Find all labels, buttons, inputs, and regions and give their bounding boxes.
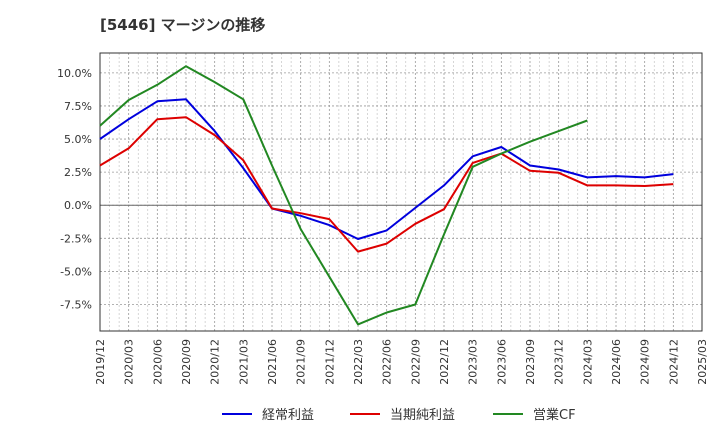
y-tick-label: 5.0% [64,133,92,146]
plot-area [100,53,702,331]
legend-label-3: 営業CF [533,407,576,423]
x-tick-label: 2024/06 [610,339,623,385]
x-tick-label: 2020/03 [123,339,136,385]
series-line-1 [99,98,674,240]
y-tick-label: -2.5% [60,232,92,245]
plot-border [99,52,703,332]
x-tick-label: 2025/03 [696,339,709,385]
legend-label-2: 当期純利益 [390,408,455,423]
x-tick-label: 2021/09 [295,339,308,385]
x-tick-label: 2022/06 [381,339,394,385]
x-tick-label: 2019/12 [94,339,107,385]
x-tick-label: 2022/09 [409,339,422,385]
x-tick-label: 2021/12 [323,339,336,385]
x-tick-label: 2024/12 [667,339,680,385]
series-line-2 [99,116,674,253]
legend-label-1: 経常利益 [262,408,314,423]
x-tick-label: 2020/06 [151,339,164,385]
y-tick-label: 7.5% [64,100,92,113]
x-tick-label: 2020/09 [180,339,193,385]
x-tick-label: 2024/09 [639,339,652,385]
x-tick-label: 2022/12 [438,339,451,385]
x-tick-label: 2023/03 [467,339,480,385]
chart-title: [5446] マージンの推移 [100,16,266,34]
x-tick-label: 2024/03 [581,339,594,385]
y-tick-label: 10.0% [57,67,92,80]
x-tick-label: 2021/03 [237,339,250,385]
x-tick-label: 2023/09 [524,339,537,385]
x-tick-label: 2022/03 [352,339,365,385]
series-line-3 [99,65,588,326]
y-tick-label: 0.0% [64,199,92,212]
y-tick-label: -5.0% [60,265,92,278]
y-tick-label: -7.5% [60,299,92,312]
x-tick-label: 2021/06 [266,339,279,385]
x-tick-label: 2020/12 [209,339,222,385]
x-tick-label: 2023/12 [553,339,566,385]
x-tick-label: 2023/06 [495,339,508,385]
y-tick-label: 2.5% [64,166,92,179]
